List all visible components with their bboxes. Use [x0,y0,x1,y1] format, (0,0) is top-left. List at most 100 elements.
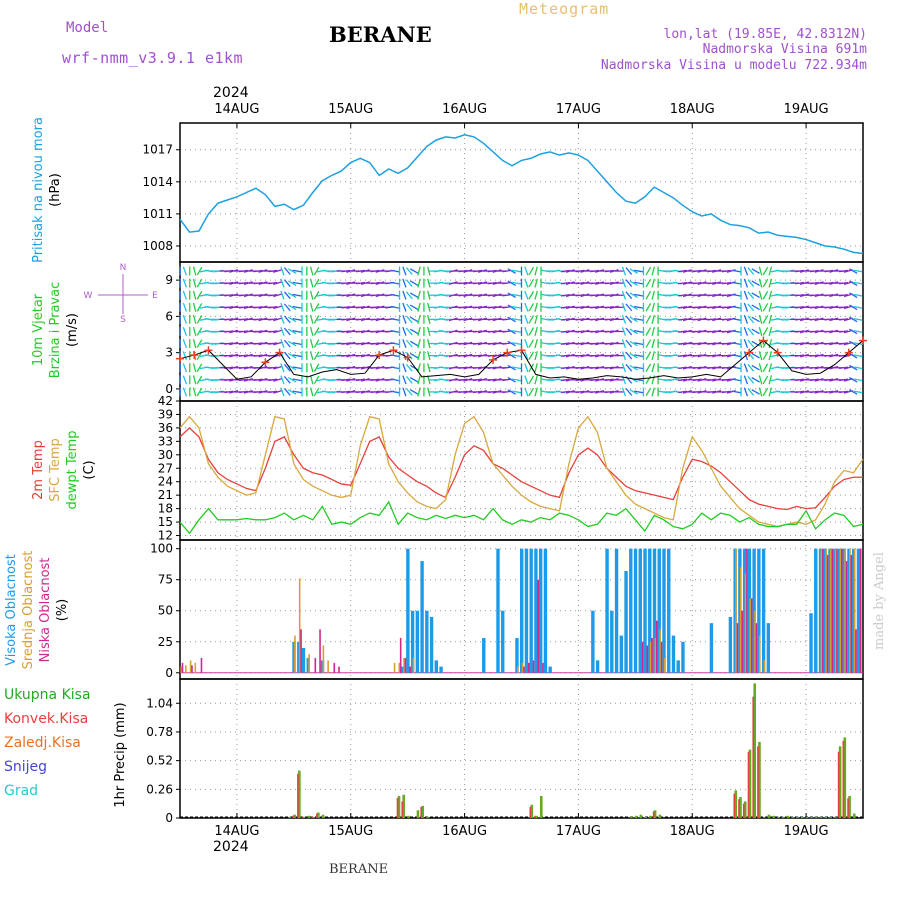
wind-arrow [341,342,351,345]
wind-arrow [768,339,773,349]
wind-arrow [747,363,755,372]
wind-ylabel: 10m Vjetar [31,293,46,366]
wind-arrow [534,387,538,397]
day-label-top: 19AUG [784,102,829,117]
wind-arrow [243,269,253,273]
wind-arrow [629,268,638,274]
wind-arrow [677,269,688,273]
wind-arrow [824,378,834,382]
clouds-ylabel: Niska Oblacnost [38,558,53,663]
wind-arrow [621,290,627,300]
wind-arrow [405,315,413,324]
wind-arrow [427,326,431,336]
wind-arrow [229,293,239,298]
year-top: 2024 [213,85,249,101]
precip-bar [653,810,657,818]
wind-arrow [512,366,522,370]
wind-arrow [224,293,234,297]
wind-arrow [721,354,731,357]
wind-arrow [712,305,722,310]
temperature-ytick-label: 27 [158,461,173,475]
wind-arrow [575,390,585,394]
wind-arrow [309,339,314,349]
wind-arrow [341,281,351,285]
wind-arrow [512,330,522,333]
wind-arrow [849,340,858,347]
wind-arrow [560,366,570,370]
wind-arrow [487,390,497,394]
wind-arrow [463,305,473,310]
cloud-bar [300,629,302,673]
wind-arrow [534,302,538,312]
elevation-label: Nadmorska Visina 691m [702,42,867,57]
wind-arrow [196,339,203,348]
precip-bar [842,740,845,818]
wind-arrow [463,377,473,382]
cloud-bar [750,598,753,673]
cloud-bar [657,548,661,673]
wind-arrow [762,266,769,276]
cloud-bar [853,548,856,673]
wind-arrow [463,293,473,298]
precip-ylabel: 1hr Precip (mm) [113,702,128,807]
wind-arrow [238,330,248,333]
wind-arrow [524,290,529,300]
wind-arrow [809,318,819,321]
clouds-ytick-label: 75 [158,573,173,587]
wind-arrow [390,378,400,382]
cloud-bar [646,645,649,673]
wind-arrow [528,290,535,300]
wind-arrow [590,293,600,297]
wind-arrow [731,305,741,309]
wind-arrow [448,269,458,273]
wind-arrow [731,366,741,370]
credit-label: made by Angel [872,552,887,650]
wind-arrow [402,266,407,276]
wind-arrow [560,354,570,357]
wind-arrow [595,293,605,298]
wind-arrow [634,390,644,394]
precip-bar [810,816,813,818]
wind-arrow [528,303,535,312]
wind-arrow [682,377,692,382]
wind-arrow [707,378,717,382]
model-name: wrf-nmm_v3.9.1 e1km [62,49,244,67]
wind-arrow [243,341,253,346]
wind-arrow [360,377,370,382]
wind-arrow [565,281,575,285]
wind-arrow [192,326,197,336]
wind-arrow [824,293,834,297]
wind-arrow [492,317,502,322]
wind-arrow [768,326,773,336]
precip-bar [742,803,745,818]
cloud-bar [619,635,624,673]
wind-arrow [575,378,585,382]
wind-arrow [448,390,458,394]
precip-bar [762,816,766,818]
wind-arrow [814,293,824,298]
wind-arrow [448,329,458,334]
wind-arrow [287,280,297,286]
precip-bar [815,816,818,818]
wind-arrow [645,351,652,360]
cloud-bar [823,548,827,673]
wind-arrow [751,304,760,311]
wind-arrow [528,351,535,360]
wind-arrow [458,293,468,297]
day-label-top: 17AUG [556,102,601,117]
cloud-bar [828,548,832,673]
cloud-bar [306,657,310,673]
cloud-bar [809,613,813,673]
wind-arrow [253,269,263,273]
cloud-bar [393,662,396,673]
precip-panel: 0 0.26 0.52 0.78 1.04 [146,678,864,825]
wind-arrow [609,281,619,285]
cloud-bar [763,660,766,673]
wind-arrow [853,390,863,394]
wind-arrow [253,293,263,297]
cloud-bar [845,561,848,673]
wind-arrow [512,317,522,321]
cloud-bar [814,548,818,673]
wind-arrow [409,340,419,347]
wind-arrow [560,293,570,297]
